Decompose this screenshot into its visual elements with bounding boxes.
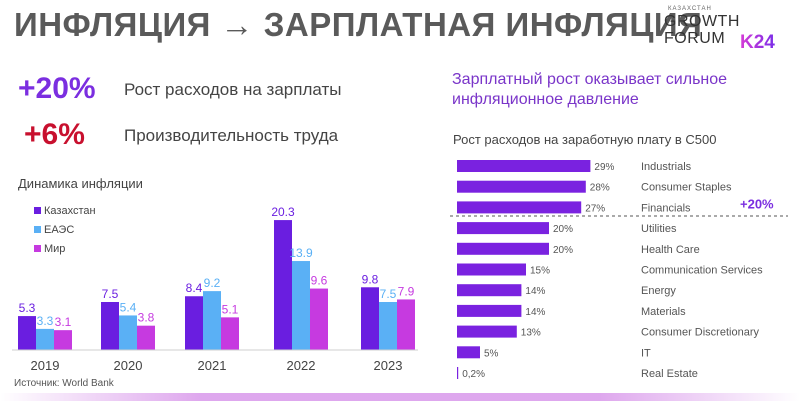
x-tick-2022: 2022 xyxy=(287,358,316,373)
x-tick-2020: 2020 xyxy=(114,358,143,373)
sector-label-2: Consumer Staples xyxy=(641,182,732,194)
sector-bar-5 xyxy=(457,242,549,255)
sector-label-4: Utilities xyxy=(641,223,677,235)
value-label-2023-2: 7.5 xyxy=(380,287,397,301)
value-label-2023-1: 9.8 xyxy=(362,272,379,286)
value-label-2020-3: 3.8 xyxy=(138,311,155,325)
sector-value-5: 20% xyxy=(553,245,573,256)
value-label-2022-3: 9.6 xyxy=(311,274,328,288)
value-label-2020-2: 5.4 xyxy=(120,300,137,314)
legend-swatch-3 xyxy=(34,245,41,252)
sector-label-3: Financials xyxy=(641,202,691,214)
bar-2023-2 xyxy=(379,302,397,350)
decorative-bottom-bar xyxy=(0,393,800,401)
sector-bar-3 xyxy=(457,201,582,214)
bar-2021-3 xyxy=(221,317,239,350)
logo-growth: GROWTH xyxy=(664,13,740,30)
wage-growth-value: +20% xyxy=(18,72,96,105)
value-label-2019-2: 3.3 xyxy=(37,314,54,328)
wage-chart: 29% Industrials 28% Consumer Staples 27% Fina… xyxy=(448,160,788,380)
source-note: Источник: World Bank xyxy=(14,378,114,389)
legend-swatch-1 xyxy=(34,207,41,214)
growth-forum-logo: КАЗАХСТАН GROWTH FORUM K24 xyxy=(662,6,792,58)
logo-caption: КАЗАХСТАН xyxy=(668,6,712,12)
bar-2019-1 xyxy=(18,316,36,350)
sector-bar-11 xyxy=(457,367,459,379)
sector-value-9: 13% xyxy=(521,328,541,339)
value-label-2023-3: 7.9 xyxy=(398,284,415,298)
bar-2020-2 xyxy=(119,315,137,350)
legend-label-3: Мир xyxy=(44,243,65,255)
bar-2020-1 xyxy=(101,302,119,350)
value-label-2021-2: 9.2 xyxy=(204,276,221,290)
k24-logo: K24 xyxy=(740,32,775,53)
sector-bar-8 xyxy=(457,304,522,317)
legend-label-1: Казахстан xyxy=(44,205,96,217)
productivity-value: +6% xyxy=(24,118,85,151)
logo-forum: FORUM xyxy=(664,30,726,47)
bar-2023-1 xyxy=(361,287,379,350)
annotation-plus20: +20% xyxy=(740,196,774,211)
sector-bar-9 xyxy=(457,325,517,338)
bar-2022-3 xyxy=(310,288,328,350)
sector-value-1: 29% xyxy=(594,162,614,173)
sector-label-6: Communication Services xyxy=(641,265,763,277)
wage-growth-text: Рост расходов на зарплаты xyxy=(124,80,342,99)
page-title: ИНФЛЯЦИЯ → ЗАРПЛАТНАЯ ИНФЛЯЦИЯ xyxy=(14,6,703,43)
sector-label-9: Consumer Discretionary xyxy=(641,327,759,339)
bar-2019-3 xyxy=(54,330,72,350)
sector-label-11: Real Estate xyxy=(641,368,698,380)
sector-label-10: IT xyxy=(641,347,651,359)
sector-value-11: 0,2% xyxy=(462,369,485,380)
sector-bar-2 xyxy=(457,180,586,193)
sector-bar-6 xyxy=(457,263,526,276)
value-label-2022-1: 20.3 xyxy=(271,205,295,219)
sector-bar-7 xyxy=(457,284,522,297)
x-tick-2019: 2019 xyxy=(31,358,60,373)
sector-value-3: 27% xyxy=(585,203,605,214)
productivity-text: Производительность труда xyxy=(124,126,339,145)
sector-bar-4 xyxy=(457,222,549,235)
value-label-2019-3: 3.1 xyxy=(55,315,72,329)
bar-2022-2 xyxy=(292,261,310,350)
sector-value-8: 14% xyxy=(525,307,545,318)
value-label-2021-1: 8.4 xyxy=(186,281,203,295)
bar-2023-3 xyxy=(397,299,415,350)
bar-2019-2 xyxy=(36,328,54,350)
sector-bar-10 xyxy=(457,346,480,359)
sector-bar-1 xyxy=(457,160,591,172)
value-label-2020-1: 7.5 xyxy=(102,287,119,301)
sector-value-10: 5% xyxy=(484,348,499,359)
wage-chart-title: Рост расходов на заработную плату в С500 xyxy=(453,132,717,147)
x-tick-2021: 2021 xyxy=(198,358,227,373)
x-tick-2023: 2023 xyxy=(374,358,403,373)
value-label-2022-2: 13.9 xyxy=(289,246,313,260)
headline-text: Зарплатный рост оказывает сильное инфляц… xyxy=(452,71,728,108)
legend-label-2: ЕАЭС xyxy=(44,224,74,236)
sector-value-4: 20% xyxy=(553,224,573,235)
value-label-2019-1: 5.3 xyxy=(19,301,36,315)
bar-2022-1 xyxy=(274,220,292,350)
sector-value-6: 15% xyxy=(530,266,550,277)
value-label-2021-3: 5.1 xyxy=(222,302,239,316)
bar-2021-2 xyxy=(203,291,221,350)
sector-value-2: 28% xyxy=(590,183,610,194)
sector-label-5: Health Care xyxy=(641,244,700,256)
inflation-chart-title: Динамика инфляции xyxy=(18,176,143,191)
sector-value-7: 14% xyxy=(525,286,545,297)
legend-swatch-2 xyxy=(34,226,41,233)
sector-label-7: Energy xyxy=(641,285,676,297)
sector-label-8: Materials xyxy=(641,306,686,318)
sector-label-1: Industrials xyxy=(641,161,692,173)
bar-2020-3 xyxy=(137,325,155,350)
bar-2021-1 xyxy=(185,296,203,350)
